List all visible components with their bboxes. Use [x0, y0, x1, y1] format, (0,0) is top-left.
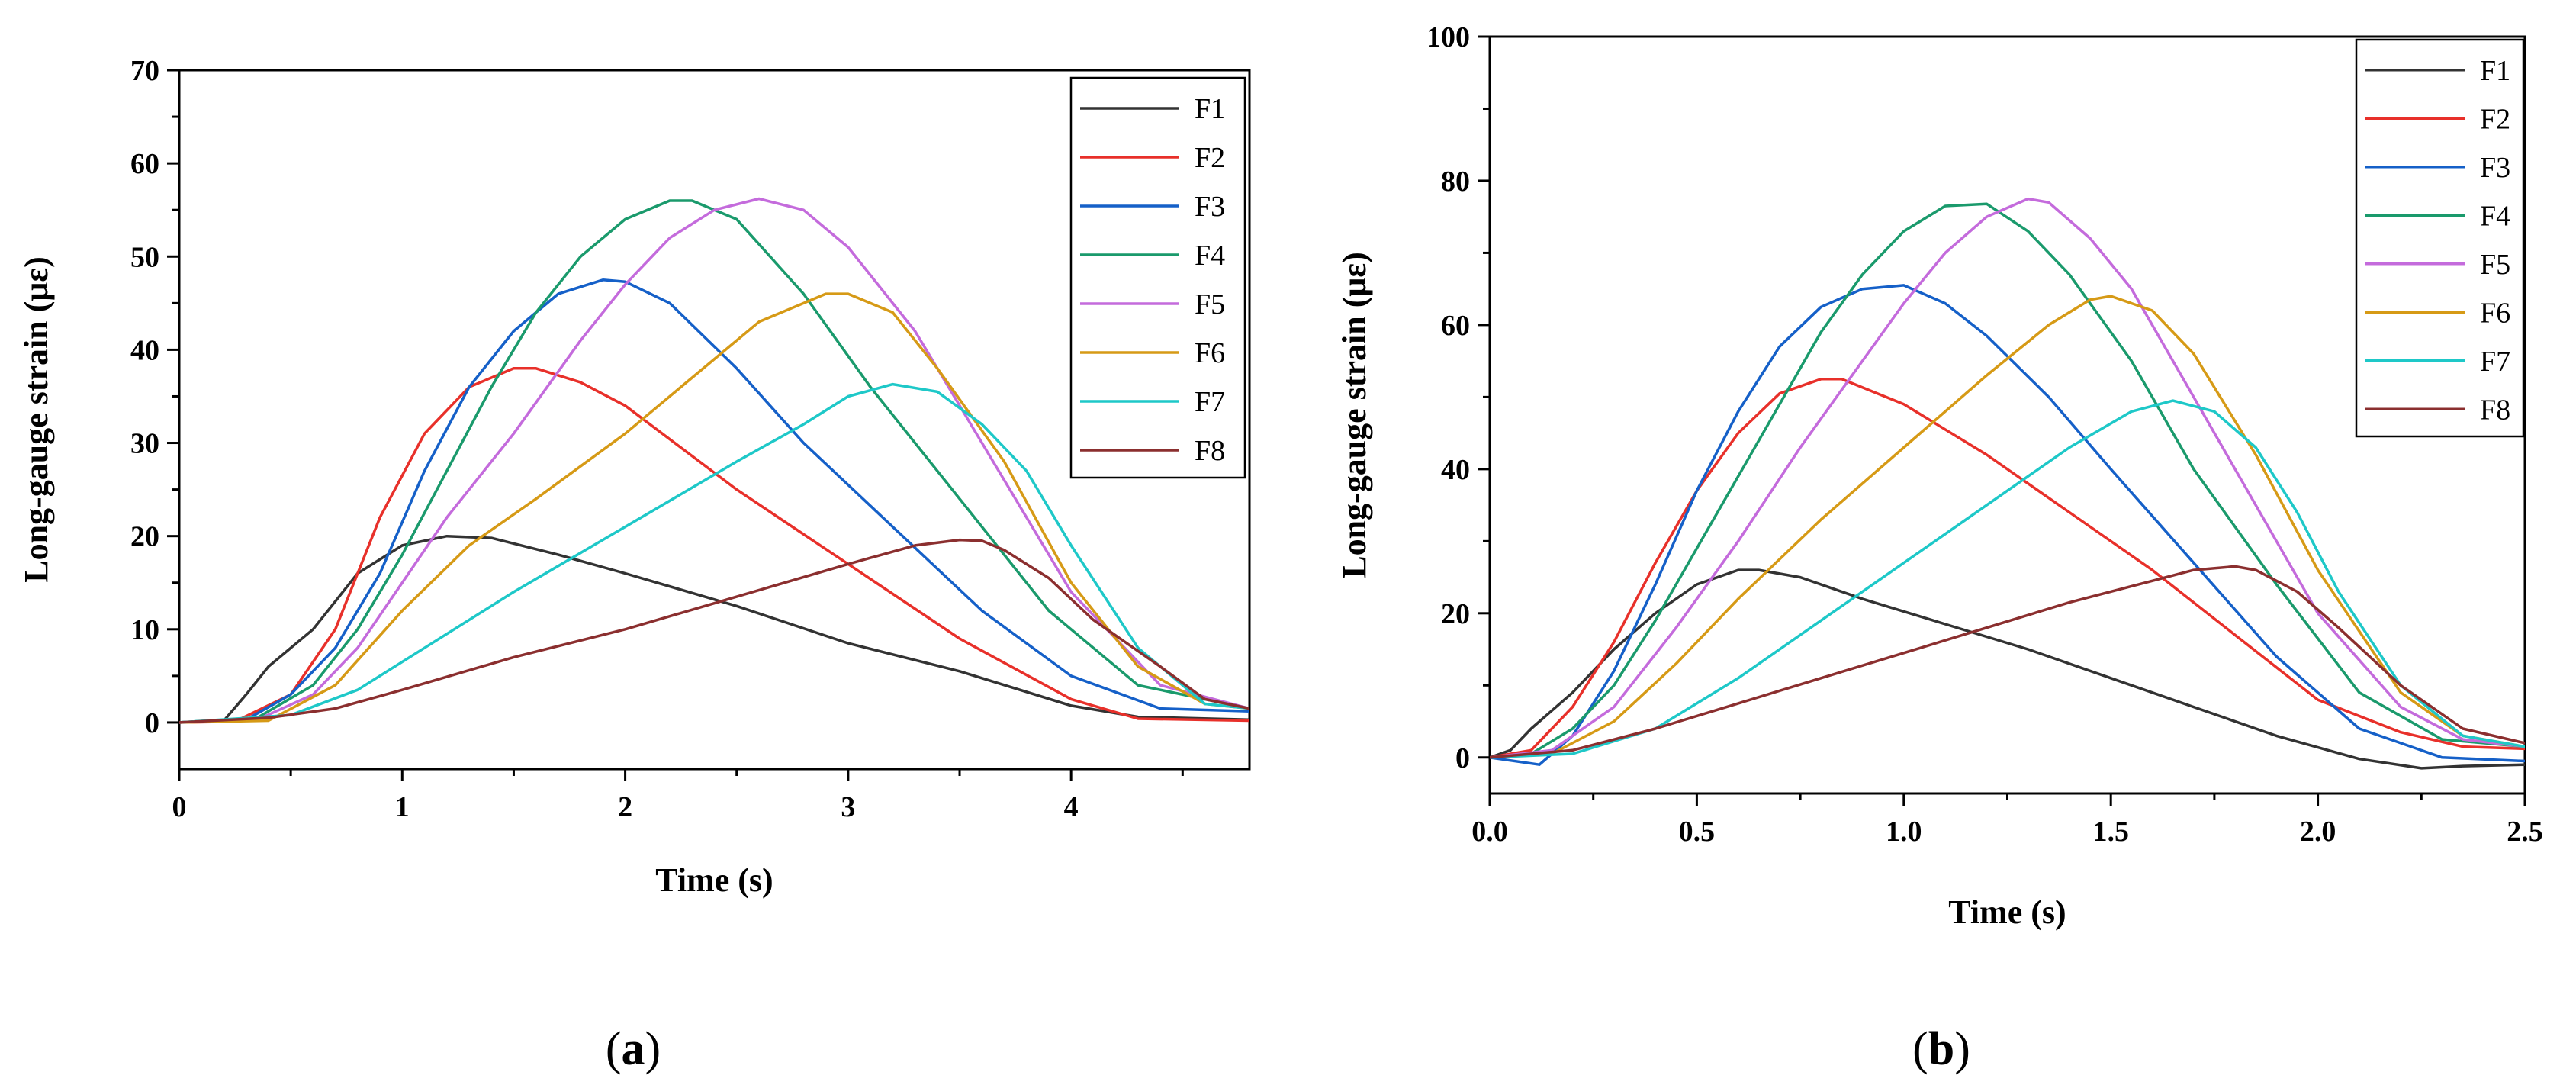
- x-tick-label: 2.0: [2300, 816, 2336, 848]
- series-line-f7: [1490, 399, 2525, 759]
- legend-label-f2: F2: [2480, 103, 2510, 135]
- y-tick-label: 60: [130, 148, 159, 180]
- legend: F1 F2 F3 F4 F5 F6 F7 F8: [1069, 76, 1246, 479]
- series-line-f8: [1490, 565, 2525, 759]
- y-tick-label: 70: [130, 55, 159, 87]
- series-line-f6: [179, 292, 1249, 724]
- series-line-f1: [179, 534, 1249, 724]
- series-line-f1: [1490, 568, 2525, 770]
- x-tick-label: 0.0: [1471, 816, 1508, 848]
- y-tick-label: 40: [130, 334, 159, 366]
- series-line-f3: [179, 278, 1249, 724]
- y-tick-label: 80: [1441, 166, 1470, 198]
- x-tick-label: 1: [395, 791, 410, 823]
- legend-label-f2: F2: [1195, 142, 1225, 174]
- x-tick-label: 3: [841, 791, 855, 823]
- series-line-f2: [179, 367, 1249, 724]
- y-tick-label: 60: [1441, 310, 1470, 342]
- y-tick-label: 0: [145, 707, 159, 739]
- chart-panel-b: 0.0 0.5 1.0 1.5 2.0 2.5 0 20 40 60 80 100 F1 F2 F3 F4 F5…: [1336, 21, 2543, 1075]
- legend-label-f7: F7: [2480, 346, 2510, 378]
- panel-caption: (a): [606, 1023, 661, 1075]
- series-line-f2: [1490, 378, 2525, 759]
- legend-box: [2355, 38, 2525, 438]
- x-tick-label: 2.5: [2507, 816, 2543, 848]
- x-axis-label: Time (s): [655, 861, 773, 899]
- series-line-f7: [179, 382, 1249, 724]
- x-tick-label: 1.0: [1886, 816, 1922, 848]
- y-tick-label: 20: [1441, 598, 1470, 630]
- legend-label-f3: F3: [1195, 191, 1225, 223]
- legend-label-f7: F7: [1195, 386, 1225, 418]
- x-tick-label: 0: [172, 791, 187, 823]
- legend-label-f8: F8: [2480, 394, 2510, 426]
- legend-label-f4: F4: [2480, 200, 2510, 232]
- legend: F1 F2 F3 F4 F5 F6 F7 F8: [2355, 38, 2525, 438]
- y-tick-label: 30: [130, 428, 159, 460]
- legend-label-f6: F6: [2480, 297, 2510, 329]
- y-tick-label: 10: [130, 614, 159, 646]
- y-tick-label: 0: [1455, 742, 1470, 774]
- plot-frame: [178, 69, 1251, 771]
- legend-label-f3: F3: [2480, 152, 2510, 184]
- legend-label-f8: F8: [1195, 435, 1225, 467]
- series-line-f4: [1490, 202, 2525, 759]
- y-tick-label: 100: [1426, 21, 1470, 53]
- legend-box: [1069, 76, 1246, 479]
- x-tick-label: 0.5: [1679, 816, 1716, 848]
- legend-label-f5: F5: [1195, 288, 1225, 320]
- legend-label-f1: F1: [2480, 55, 2510, 87]
- legend-label-f4: F4: [1195, 240, 1225, 272]
- x-tick-label: 1.5: [2092, 816, 2129, 848]
- chart-panel-a: 0 1 2 3 4010203040506070F1F2F3F4F5F6F7F8Time…: [18, 55, 1251, 1075]
- x-tick-label: 2: [618, 791, 632, 823]
- legend-label-f6: F6: [1195, 337, 1225, 369]
- x-axis-label: Time (s): [1948, 893, 2066, 931]
- series-line-f4: [179, 199, 1249, 724]
- series-line-f6: [1490, 295, 2525, 759]
- legend-label-f5: F5: [2480, 249, 2510, 281]
- y-tick-label: 50: [130, 241, 159, 273]
- y-axis-label: Long-gauge strain (με): [1336, 252, 1373, 578]
- y-tick-label: 40: [1441, 454, 1470, 486]
- x-tick-label: 4: [1064, 791, 1079, 823]
- y-axis-label: Long-gauge strain (με): [18, 256, 55, 583]
- series-line-f3: [1490, 284, 2525, 766]
- panel-caption: (b): [1912, 1023, 1970, 1075]
- series-lines: [1490, 197, 2525, 770]
- legend-label-f1: F1: [1195, 93, 1225, 125]
- y-tick-label: 20: [130, 521, 159, 553]
- series-lines: [179, 197, 1249, 724]
- series-line-f8: [179, 538, 1249, 724]
- series-line-f5: [1490, 197, 2525, 759]
- series-line-f5: [179, 197, 1249, 724]
